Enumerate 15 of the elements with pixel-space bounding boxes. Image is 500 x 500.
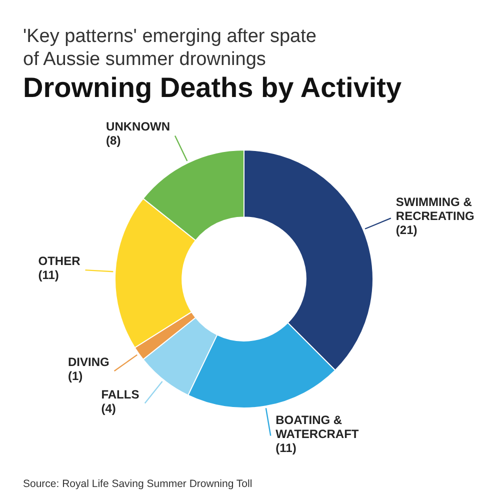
data-label: (8) <box>106 134 121 148</box>
chart-subtitle: 'Key patterns' emerging after spate of Aussie summer drownings <box>23 26 316 70</box>
source-note: Source: Royal Life Saving Summer Drowning Toll <box>23 478 252 490</box>
slice-label: DIVING <box>68 355 110 370</box>
data-label: (11) <box>38 268 59 282</box>
slice-label: FALLS <box>101 387 140 402</box>
data-label: (1) <box>68 369 83 384</box>
data-label: (4) <box>101 401 116 416</box>
slice-label: UNKNOWN <box>106 120 170 134</box>
chart-title: Drowning Deaths by Activity <box>23 72 402 103</box>
slice-label: BOATING & WATERCRAFT <box>276 412 360 441</box>
slice-label: SWIMMING & RECREATING <box>396 195 474 224</box>
data-label: (11) <box>276 440 296 455</box>
data-label: (21) <box>396 223 418 238</box>
slice-label: OTHER <box>38 254 81 268</box>
